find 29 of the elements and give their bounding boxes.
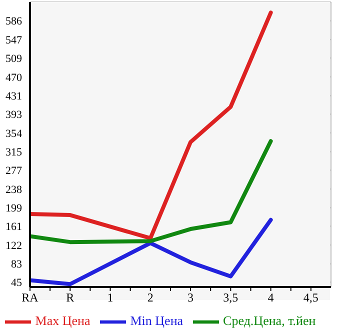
x-tick-label: 3,5 xyxy=(223,290,238,305)
x-tick-label: 1 xyxy=(107,290,114,305)
line-series xyxy=(30,10,273,240)
y-tick-label: 238 xyxy=(6,184,22,196)
x-tick-label: RA xyxy=(22,290,39,305)
y-tick-label: 547 xyxy=(6,34,22,47)
y-tick-label: 431 xyxy=(6,90,22,103)
y-tick-label: 354 xyxy=(6,128,22,140)
y-tick-label: 161 xyxy=(6,221,22,234)
y-tick-label: 470 xyxy=(6,72,22,84)
x-tick-label: 2 xyxy=(147,290,154,305)
y-tick-label: 509 xyxy=(6,52,22,65)
line-series xyxy=(30,139,273,244)
legend-label: Max Цена xyxy=(35,312,90,328)
y-tick-label: 199 xyxy=(6,202,22,215)
line-series xyxy=(30,218,273,286)
legend-label: Min Цена xyxy=(130,312,184,328)
y-tick-label: 393 xyxy=(6,108,22,121)
y-tick-label: 277 xyxy=(6,165,22,178)
x-tick-label: 3 xyxy=(188,290,194,305)
x-tick-label: 4,5 xyxy=(303,290,318,305)
legend-label: Сред.Цена, т.йен xyxy=(223,312,316,328)
y-tick-label: 586 xyxy=(6,16,22,28)
y-tick-label: 45 xyxy=(11,277,22,290)
y-tick-label: 122 xyxy=(6,240,22,252)
y-tick-label: 83 xyxy=(11,258,22,271)
y-tick-label: 315 xyxy=(6,146,22,159)
x-tick-label: R xyxy=(66,290,74,305)
x-tick-label: 4 xyxy=(268,290,274,305)
